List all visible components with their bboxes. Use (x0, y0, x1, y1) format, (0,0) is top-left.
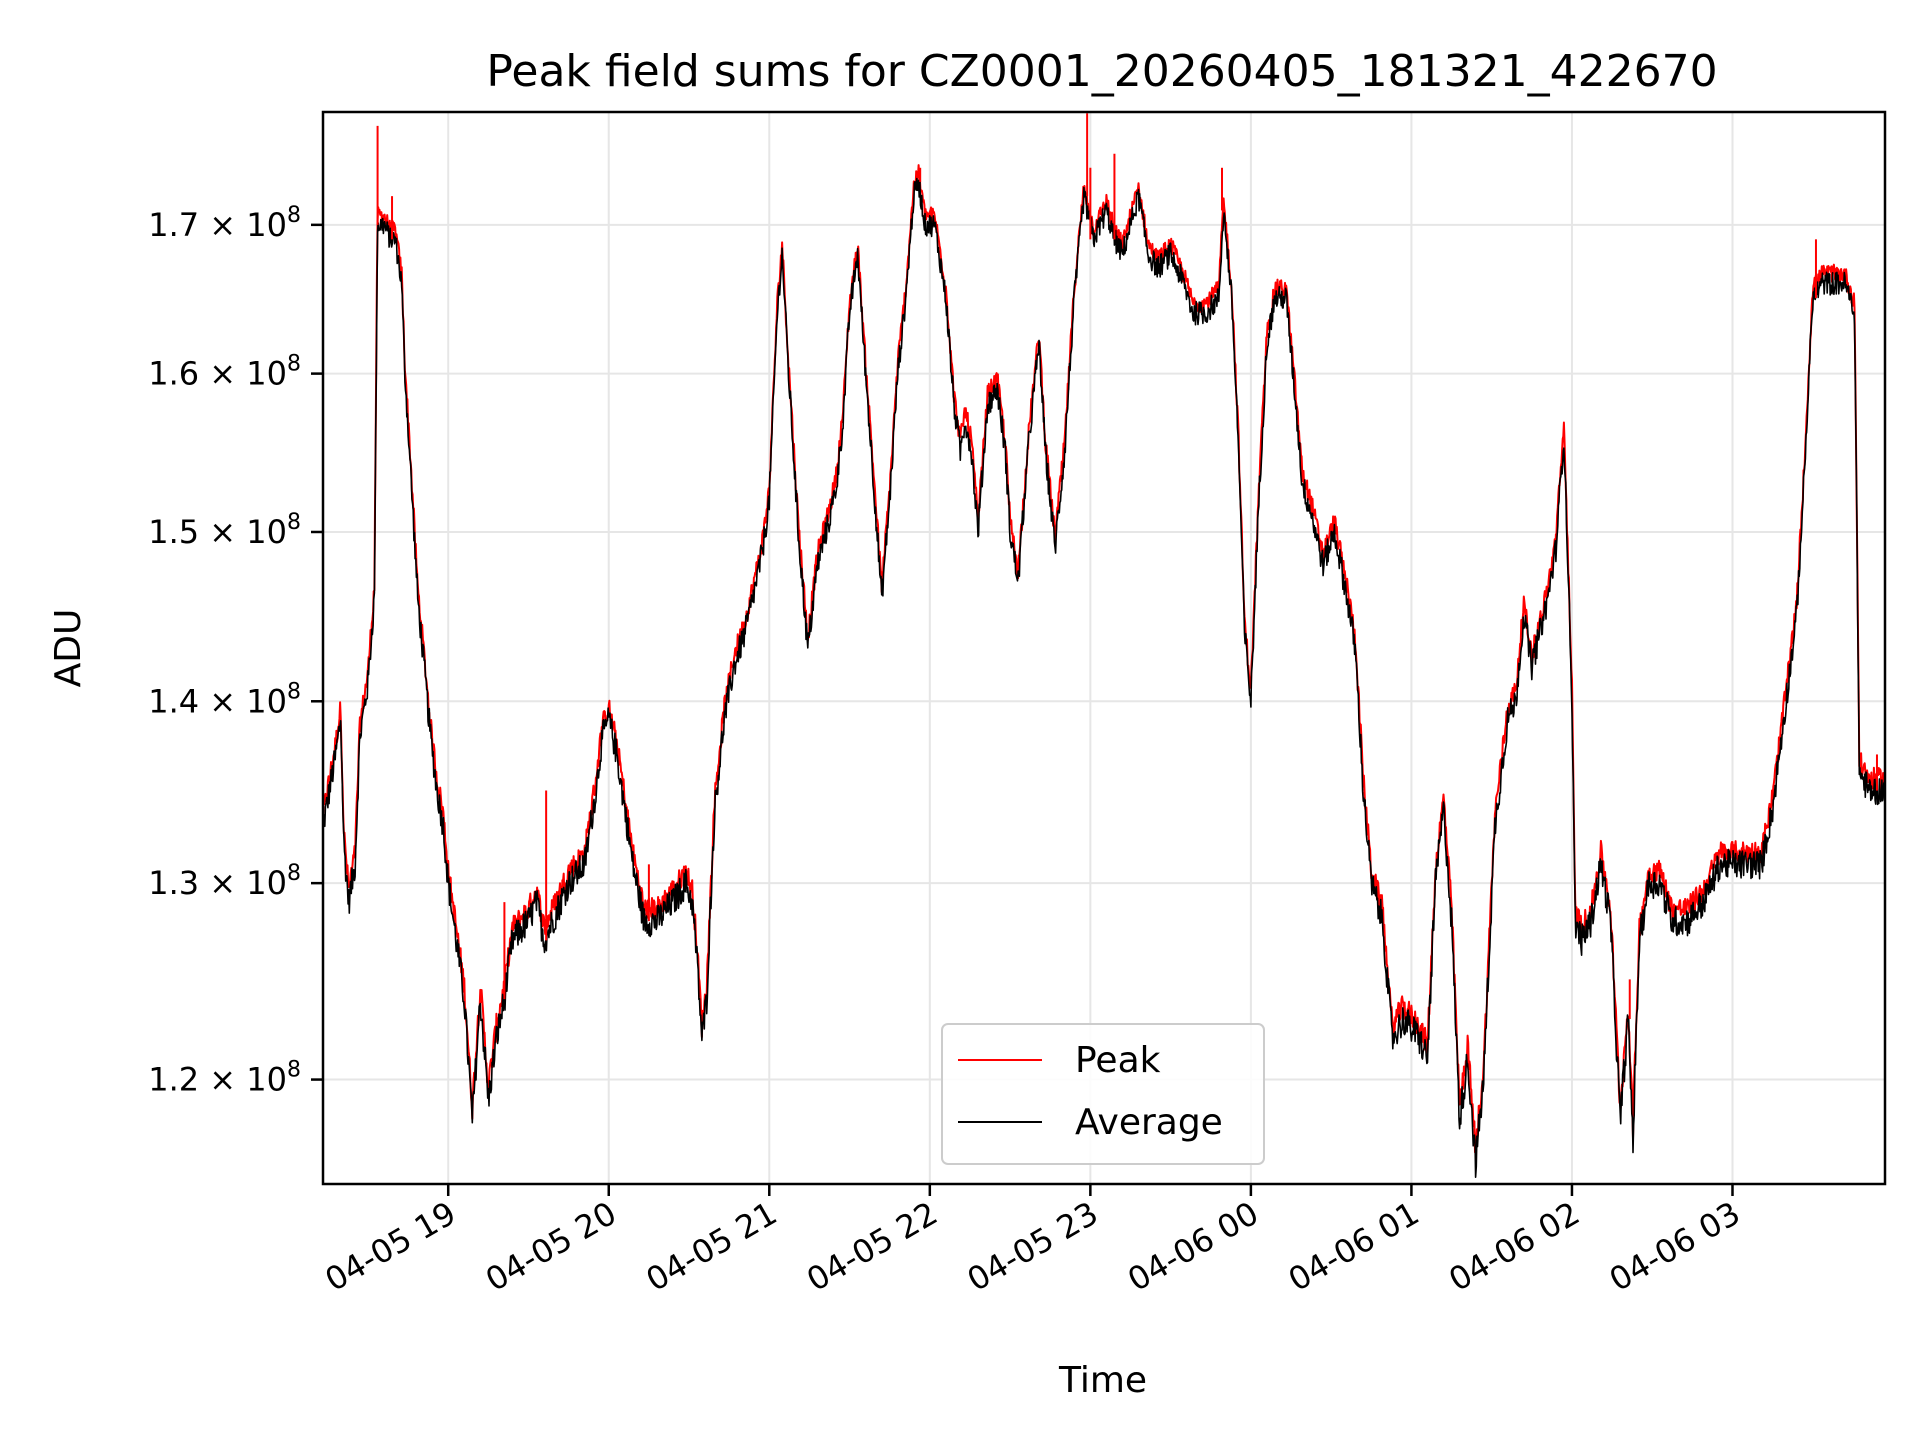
legend-label-average: Average (1075, 1102, 1223, 1143)
y-tick-label: 1.7 × 108 (148, 203, 301, 244)
x-axis-label: Time (1058, 1360, 1147, 1401)
y-tick-label: 1.5 × 108 (148, 510, 301, 551)
legend: Peak Average (941, 1023, 1265, 1165)
y-axis: 1.2 × 108 1.3 × 108 1.4 × 108 1.5 × 108 1.6 … (148, 203, 323, 1099)
y-tick-label: 1.3 × 108 (148, 861, 301, 902)
series-lines (322, 113, 1886, 1178)
chart-title: Peak field sums for CZ0001_20260405_1813… (486, 46, 1717, 97)
plot-frame (321, 110, 1887, 1186)
legend-label-peak: Peak (1075, 1040, 1161, 1081)
y-tick-label: 1.6 × 108 (148, 352, 301, 393)
y-axis-label: ADU (48, 609, 89, 688)
series-line-average (322, 177, 1886, 1178)
y-tick-label: 1.4 × 108 (148, 679, 301, 720)
y-tick-label: 1.2 × 108 (148, 1058, 301, 1099)
